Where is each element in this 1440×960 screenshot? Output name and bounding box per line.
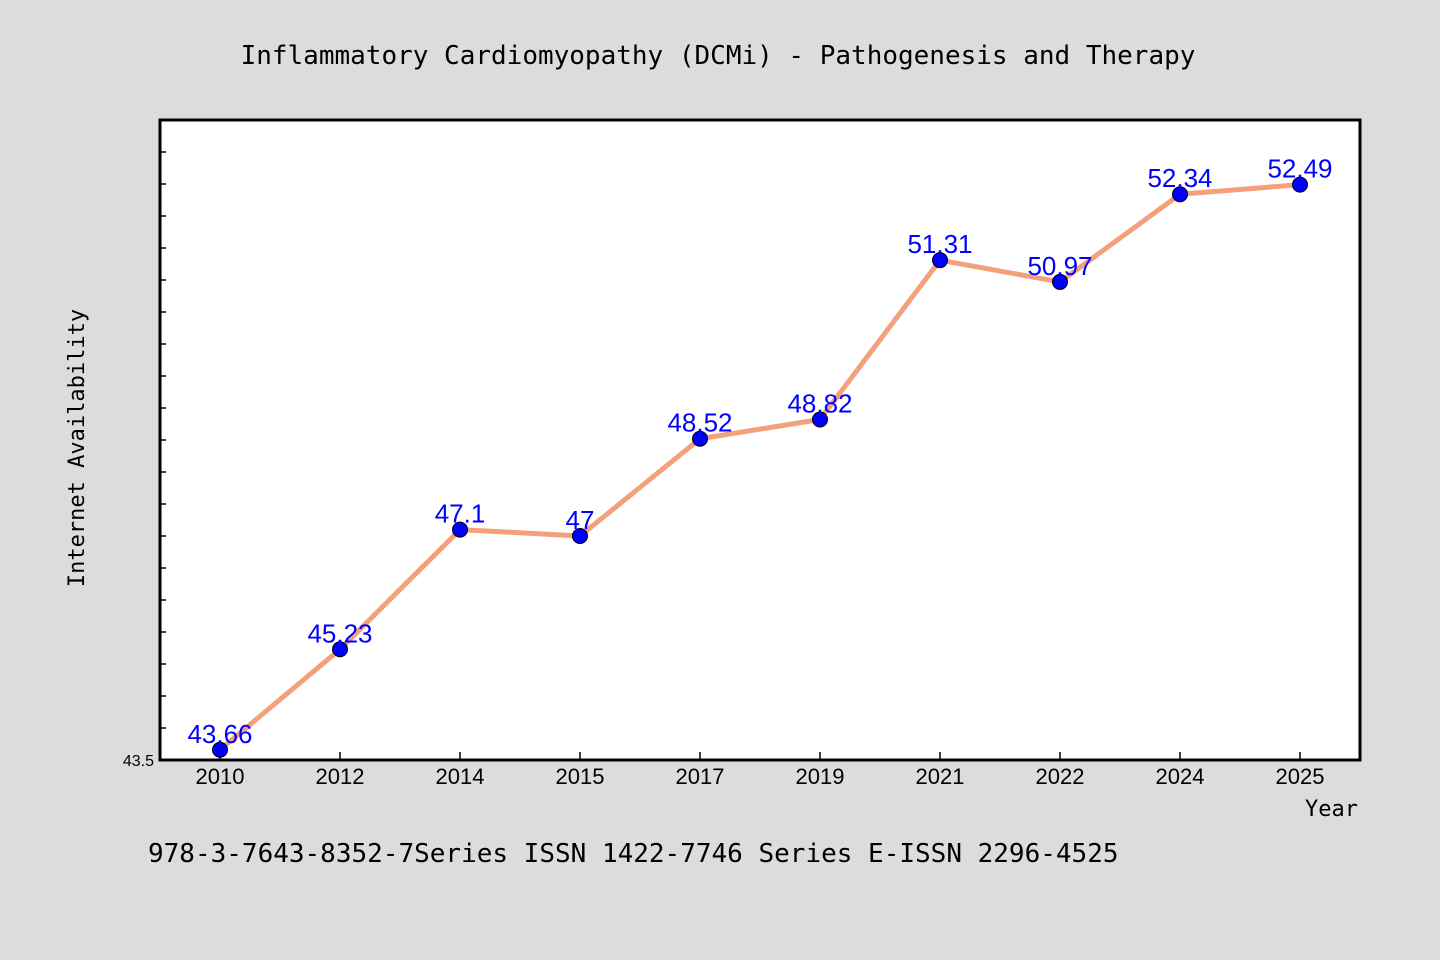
data-label: 48.82 — [787, 389, 852, 419]
x-tick-label: 2015 — [556, 764, 605, 789]
data-labels: 43.66 45.23 47.1 47 48.52 48.82 51.31 50.97 52.3… — [187, 154, 1332, 749]
y-axis-ticks — [160, 119, 166, 761]
data-point — [812, 411, 828, 428]
x-tick-label: 2014 — [436, 764, 485, 789]
data-label: 45.23 — [307, 618, 372, 648]
data-point — [1052, 273, 1068, 290]
x-tick-label: 2024 — [1156, 764, 1205, 789]
data-label: 50.97 — [1027, 251, 1092, 281]
data-point — [1172, 186, 1188, 203]
data-point — [572, 528, 588, 544]
data-point — [332, 641, 348, 658]
plot-area — [158, 118, 1362, 762]
data-point — [452, 521, 468, 538]
x-tick-label: 2019 — [796, 764, 845, 789]
data-label: 43.66 — [187, 719, 252, 749]
data-label: 47 — [566, 505, 595, 535]
series-line — [218, 182, 1301, 752]
x-tick-label: 2017 — [676, 764, 725, 789]
x-tick-label: 2012 — [316, 764, 365, 789]
x-axis-title: Year — [1305, 797, 1358, 822]
data-point — [212, 741, 228, 758]
chart-title: Inflammatory Cardiomyopathy (DCMi) - Pat… — [241, 41, 1196, 71]
y-axis-tick-labels: 43.5 — [123, 753, 154, 770]
data-label: 52.34 — [1147, 163, 1212, 193]
series-markers — [212, 176, 1308, 758]
data-label: 52.49 — [1267, 154, 1332, 184]
footer-text: 978-3-7643-8352-7Series ISSN 1422-7746 S… — [148, 839, 1119, 869]
data-point — [1292, 176, 1308, 193]
data-label: 47.1 — [435, 499, 486, 529]
data-label: 48.52 — [667, 408, 732, 438]
x-tick-label: 2022 — [1036, 764, 1085, 789]
y-axis-title: Internet Availability — [65, 309, 90, 587]
data-point — [932, 252, 948, 269]
x-axis-tick-labels: 2010 2012 2014 2015 2017 2019 2021 2022 2024 2025 — [196, 764, 1325, 789]
y-tick-label: 43.5 — [123, 753, 154, 770]
data-point — [692, 430, 708, 447]
x-tick-label: 2010 — [196, 764, 245, 789]
x-tick-label: 2021 — [916, 764, 965, 789]
data-label: 51.31 — [907, 229, 972, 259]
x-tick-label: 2025 — [1276, 764, 1325, 789]
